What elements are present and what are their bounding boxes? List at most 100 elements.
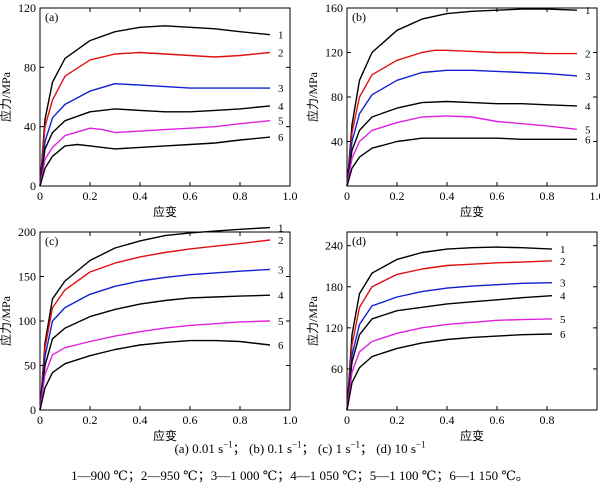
x-tick-label: 0	[37, 413, 43, 427]
series-number-label: 3	[560, 278, 566, 290]
x-axis-label: 应变	[153, 428, 177, 443]
series-number-label: 4	[278, 101, 284, 113]
caption-panel-b: (b) 0.1 s−1；	[249, 439, 315, 456]
plot-frame	[39, 7, 291, 187]
series-line-4	[39, 105, 271, 187]
series-number-label: 5	[585, 124, 591, 136]
series-line-3	[39, 268, 271, 411]
series-line-2	[346, 260, 553, 411]
y-tick-label: 240	[325, 239, 343, 253]
series-line-5	[39, 120, 271, 187]
series-number-label: 2	[278, 235, 284, 247]
y-tick-label: 120	[18, 1, 36, 15]
series-number-label: 3	[278, 264, 284, 276]
series-line-5	[39, 320, 271, 411]
series-line-6	[346, 333, 553, 411]
x-tick-label: 0.8	[540, 413, 555, 427]
y-tick-label: 50	[24, 359, 36, 373]
series-number-label: 4	[585, 101, 591, 113]
series-number-label: 4	[278, 290, 284, 302]
x-axis-label: 应变	[153, 204, 177, 219]
series-line-1	[39, 226, 271, 411]
y-tick-label: 80	[331, 90, 343, 104]
series-number-label: 1	[560, 244, 566, 256]
y-tick-label: 160	[325, 1, 343, 15]
chart-panel-a: 0 0.2 0.4 0.6 0.8 1.0 0 40 80 120 (a) 应变 应力/MPa 1 2 3 4 5…	[0, 1, 298, 219]
series-line-6	[39, 339, 271, 411]
panel-label: (a)	[45, 10, 58, 24]
x-tick-label: 0.4	[133, 189, 148, 203]
series-line-6	[39, 136, 271, 187]
figure-caption-rates: (a) 0.01 s−1； (b) 0.1 s−1； (c) 1 s−1； (d…	[0, 438, 600, 457]
series-line-1	[346, 8, 578, 187]
x-tick-label: 0.2	[390, 189, 405, 203]
x-tick-label: 0	[37, 189, 43, 203]
y-tick-label: 180	[325, 280, 343, 294]
x-tick-label: 0.6	[183, 413, 198, 427]
series-number-label: 5	[278, 116, 284, 128]
x-tick-label: 1.0	[283, 189, 298, 203]
series-line-6	[346, 137, 577, 187]
y-tick-label: 200	[18, 225, 36, 239]
series-number-label: 5	[560, 314, 566, 326]
series-line-2	[39, 51, 271, 187]
y-tick-label: 60	[331, 362, 343, 376]
series-number-label: 4	[560, 291, 566, 303]
series-line-2	[346, 49, 577, 187]
series-number-label: 3	[585, 71, 591, 83]
x-tick-label: 1.0	[590, 189, 600, 203]
x-tick-label: 0.2	[83, 413, 98, 427]
chart-panel-b: 0 0.2 0.4 0.6 0.8 1.0 40 80 120 160 (b) 应变 应力/MPa 1 2 3…	[305, 1, 600, 219]
y-tick-label: 100	[18, 314, 36, 328]
series-number-label: 6	[278, 132, 284, 144]
y-tick-label: 120	[325, 321, 343, 335]
y-axis-label: 应力/MPa	[305, 71, 320, 122]
y-tick-label: 80	[24, 60, 36, 74]
y-axis-label: 应力/MPa	[0, 295, 13, 346]
series-line-5	[346, 318, 553, 411]
y-tick-label: 0	[30, 403, 36, 417]
series-number-label: 6	[278, 340, 284, 352]
series-number-label: 2	[278, 48, 284, 60]
panel-label: (d)	[352, 234, 366, 248]
x-tick-label: 0.2	[390, 413, 405, 427]
x-tick-label: 0	[344, 413, 350, 427]
series-line-1	[346, 246, 553, 411]
x-tick-label: 0.6	[490, 413, 505, 427]
x-tick-label: 0.4	[440, 413, 455, 427]
caption-panel-d: (d) 10 s−1	[376, 439, 426, 456]
y-tick-label: 40	[24, 120, 36, 134]
panel-label: (b)	[352, 10, 366, 24]
caption-panel-a: (a) 0.01 s−1；	[174, 439, 246, 456]
series-line-3	[346, 282, 553, 411]
x-tick-label: 0.8	[233, 189, 248, 203]
series-line-3	[39, 83, 270, 187]
x-tick-label: 1.0	[283, 413, 298, 427]
x-axis-label: 应变	[460, 428, 484, 443]
series-number-label: 3	[278, 83, 284, 95]
series-line-3	[346, 69, 578, 187]
y-axis-label: 应力/MPa	[305, 295, 320, 346]
x-tick-label: 0.2	[83, 189, 98, 203]
x-axis-label: 应变	[460, 204, 484, 219]
x-tick-label: 0	[344, 189, 350, 203]
x-tick-label: 0.8	[540, 189, 555, 203]
series-line-4	[39, 294, 271, 411]
x-tick-label: 0.6	[490, 189, 505, 203]
caption-panel-c: (c) 1 s−1；	[317, 439, 373, 456]
series-line-4	[346, 295, 553, 411]
y-axis-label: 应力/MPa	[0, 71, 13, 122]
series-line-1	[39, 25, 271, 187]
series-number-label: 2	[560, 256, 566, 268]
y-tick-label: 40	[331, 135, 343, 149]
series-number-label: 1	[278, 223, 284, 235]
x-tick-label: 0.8	[233, 413, 248, 427]
plot-frame	[346, 231, 598, 411]
series-line-2	[39, 239, 271, 411]
y-tick-label: 0	[30, 179, 36, 193]
series-line-4	[346, 100, 578, 187]
y-tick-label: 150	[18, 270, 36, 284]
chart-panel-d: 0 0.2 0.4 0.6 0.8 60 120 180 240 (d) 应变 应力/MPa 12 34 5…	[305, 231, 598, 443]
series-number-label: 2	[585, 49, 591, 61]
